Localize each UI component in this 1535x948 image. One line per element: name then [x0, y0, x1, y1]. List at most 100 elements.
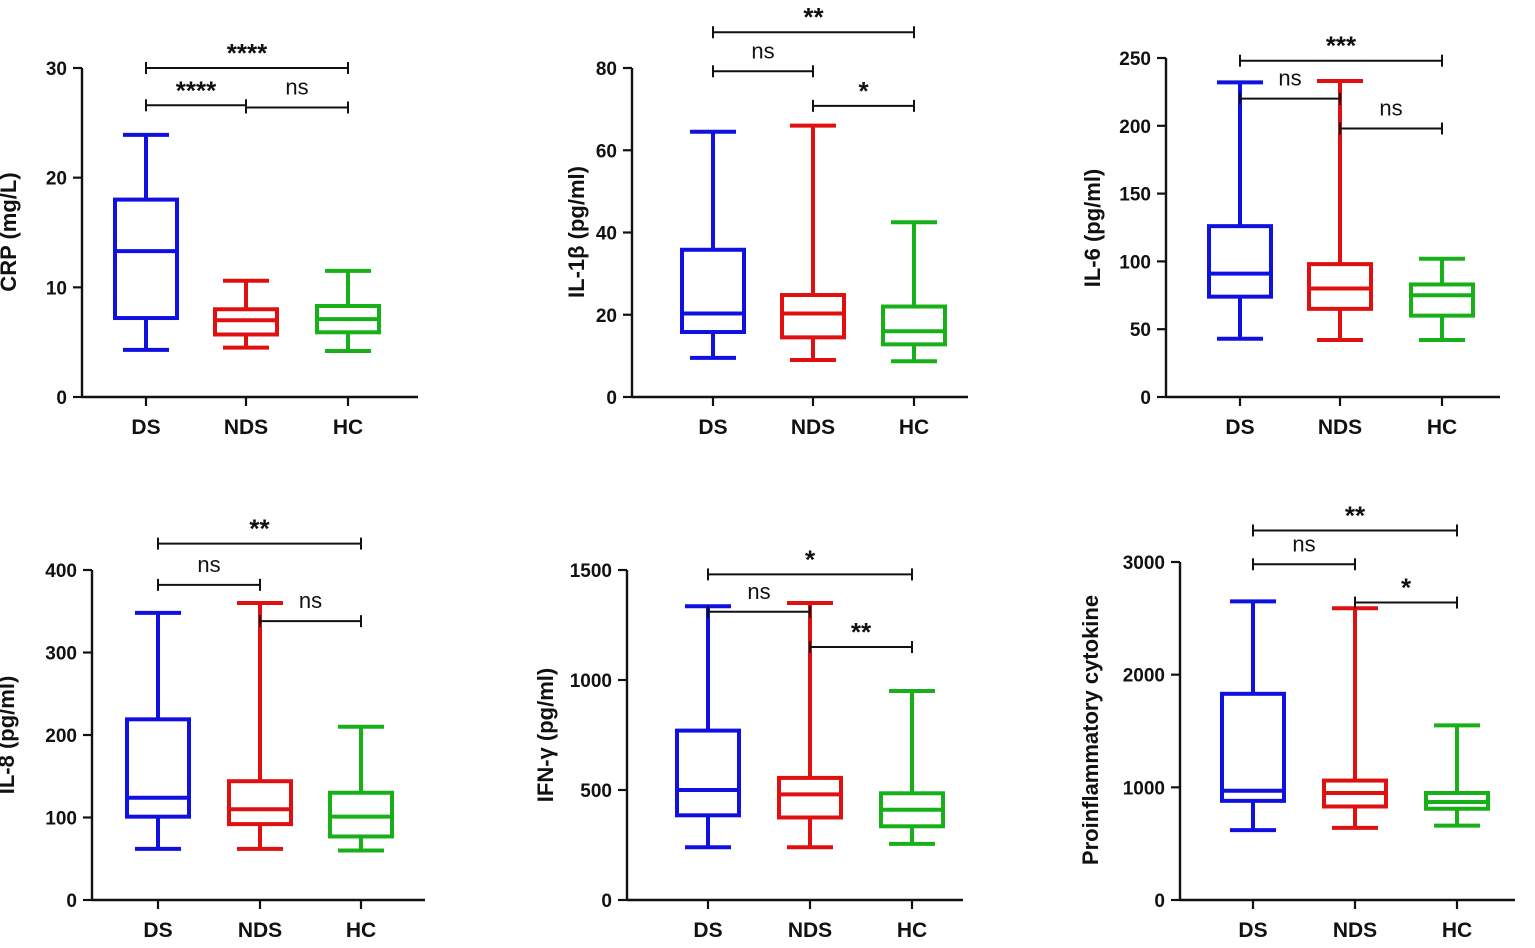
significance-bracket	[1239, 54, 1443, 67]
y-tick-label: 0	[1154, 891, 1165, 912]
x-category-label: HC	[899, 416, 929, 439]
y-tick-label: 40	[596, 224, 617, 245]
y-tick-label: 2000	[1123, 666, 1165, 687]
y-tick-label: 200	[1119, 117, 1151, 138]
significance-label: **	[249, 514, 270, 544]
box-ds	[675, 604, 741, 850]
y-tick-label: 80	[596, 59, 617, 80]
y-tick-label: 500	[580, 781, 612, 802]
significance-bracket	[707, 605, 811, 618]
significance-bracket	[812, 99, 915, 112]
significance-label: ns	[1278, 66, 1301, 91]
box-nds	[227, 601, 293, 851]
x-category-label: NDS	[1333, 919, 1377, 942]
significance-label: *	[858, 76, 869, 106]
significance-bracket	[145, 62, 349, 74]
y-axis-label: Proinflammatory cytokine	[1078, 595, 1103, 865]
y-tick-label: 0	[601, 891, 612, 912]
box-hc	[328, 724, 394, 853]
chart-panel-4: 0 100 200 300 400 DS NDS HC IL-8 (pg/ml) ** ns ns	[0, 514, 425, 942]
x-category-label: HC	[333, 416, 363, 439]
y-axis-label: IFN-γ (pg/ml)	[533, 668, 558, 802]
significance-bracket	[707, 568, 913, 581]
x-category-label: NDS	[1318, 416, 1362, 439]
y-tick-label: 250	[1119, 49, 1151, 70]
x-category-label: NDS	[224, 416, 268, 439]
y-tick-label: 0	[1140, 388, 1151, 409]
box-ds	[1220, 599, 1286, 833]
significance-bracket	[157, 578, 261, 591]
iqr-box	[780, 293, 846, 340]
box-hc	[1409, 256, 1475, 343]
significance-label: **	[803, 2, 824, 32]
box-ds	[125, 610, 191, 851]
iqr-box	[1220, 691, 1286, 803]
iqr-box	[881, 304, 947, 347]
box-hc	[881, 220, 947, 364]
y-tick-label: 30	[46, 59, 67, 80]
significance-label: ***	[1326, 31, 1357, 61]
y-axis-label: IL-6 (pg/ml)	[1080, 169, 1105, 288]
chart-panel-5: 0 500 1000 1500 DS NDS HC IFN-γ (pg/ml) * ns **	[533, 544, 963, 942]
significance-label: *	[1401, 573, 1412, 603]
significance-label: ns	[197, 552, 220, 577]
iqr-box	[1207, 224, 1273, 299]
x-category-label: DS	[131, 416, 160, 439]
iqr-box	[1307, 262, 1373, 311]
significance-bracket	[712, 26, 915, 39]
y-tick-label: 200	[45, 726, 77, 747]
box-hc	[315, 268, 381, 353]
box-ds	[1207, 80, 1273, 341]
chart-panel-1: 0 10 20 30 DS NDS HC CRP (mg/L) **** **** ns	[0, 38, 418, 439]
significance-bracket	[1339, 122, 1443, 135]
y-tick-label: 20	[46, 169, 67, 190]
box-hc	[879, 689, 945, 846]
significance-bracket	[245, 101, 349, 114]
significance-bracket	[712, 65, 814, 78]
box-nds	[1307, 79, 1373, 343]
y-tick-label: 150	[1119, 185, 1151, 206]
box-hc	[1424, 723, 1490, 828]
y-axis-label: CRP (mg/L)	[0, 172, 21, 291]
significance-bracket	[1252, 558, 1356, 571]
significance-label: **	[1345, 500, 1366, 530]
significance-bracket	[157, 537, 362, 550]
significance-label: ****	[227, 38, 268, 68]
x-category-label: HC	[1427, 416, 1457, 439]
significance-label: *	[805, 544, 816, 574]
significance-label: ns	[751, 38, 774, 63]
chart-panel-3: 0 50 100 150 200 250 DS NDS HC IL-6 (pg/ml) *** ns n…	[1080, 31, 1500, 439]
box-nds	[213, 278, 279, 350]
x-category-label: NDS	[788, 919, 832, 942]
y-tick-label: 300	[45, 644, 77, 665]
chart-panel-6: 0 1000 2000 3000 DS NDS HC Proinflammatory cyto…	[1078, 500, 1515, 942]
y-tick-label: 10	[46, 278, 67, 299]
iqr-box	[113, 197, 179, 321]
y-tick-label: 20	[596, 306, 617, 327]
box-ds	[680, 129, 746, 360]
significance-label: ns	[1379, 96, 1402, 121]
x-category-label: DS	[1225, 416, 1254, 439]
x-category-label: DS	[693, 919, 722, 942]
y-tick-label: 0	[66, 891, 77, 912]
y-tick-label: 0	[606, 388, 617, 409]
iqr-box	[125, 717, 191, 819]
significance-bracket	[259, 615, 362, 628]
x-category-label: DS	[698, 416, 727, 439]
iqr-box	[680, 247, 746, 335]
x-category-label: NDS	[791, 416, 835, 439]
y-tick-label: 50	[1130, 320, 1151, 341]
y-tick-label: 1000	[1123, 778, 1165, 799]
significance-label: ns	[299, 588, 322, 613]
iqr-box	[1409, 282, 1475, 318]
significance-label: ns	[747, 579, 770, 604]
y-tick-label: 1000	[570, 671, 612, 692]
y-axis-label: IL-8 (pg/ml)	[0, 676, 19, 795]
y-tick-label: 400	[45, 561, 77, 582]
x-category-label: HC	[1442, 919, 1472, 942]
y-tick-label: 1500	[570, 561, 612, 582]
significance-bracket	[1252, 524, 1458, 537]
y-tick-label: 60	[596, 141, 617, 162]
y-tick-label: 3000	[1123, 553, 1165, 574]
